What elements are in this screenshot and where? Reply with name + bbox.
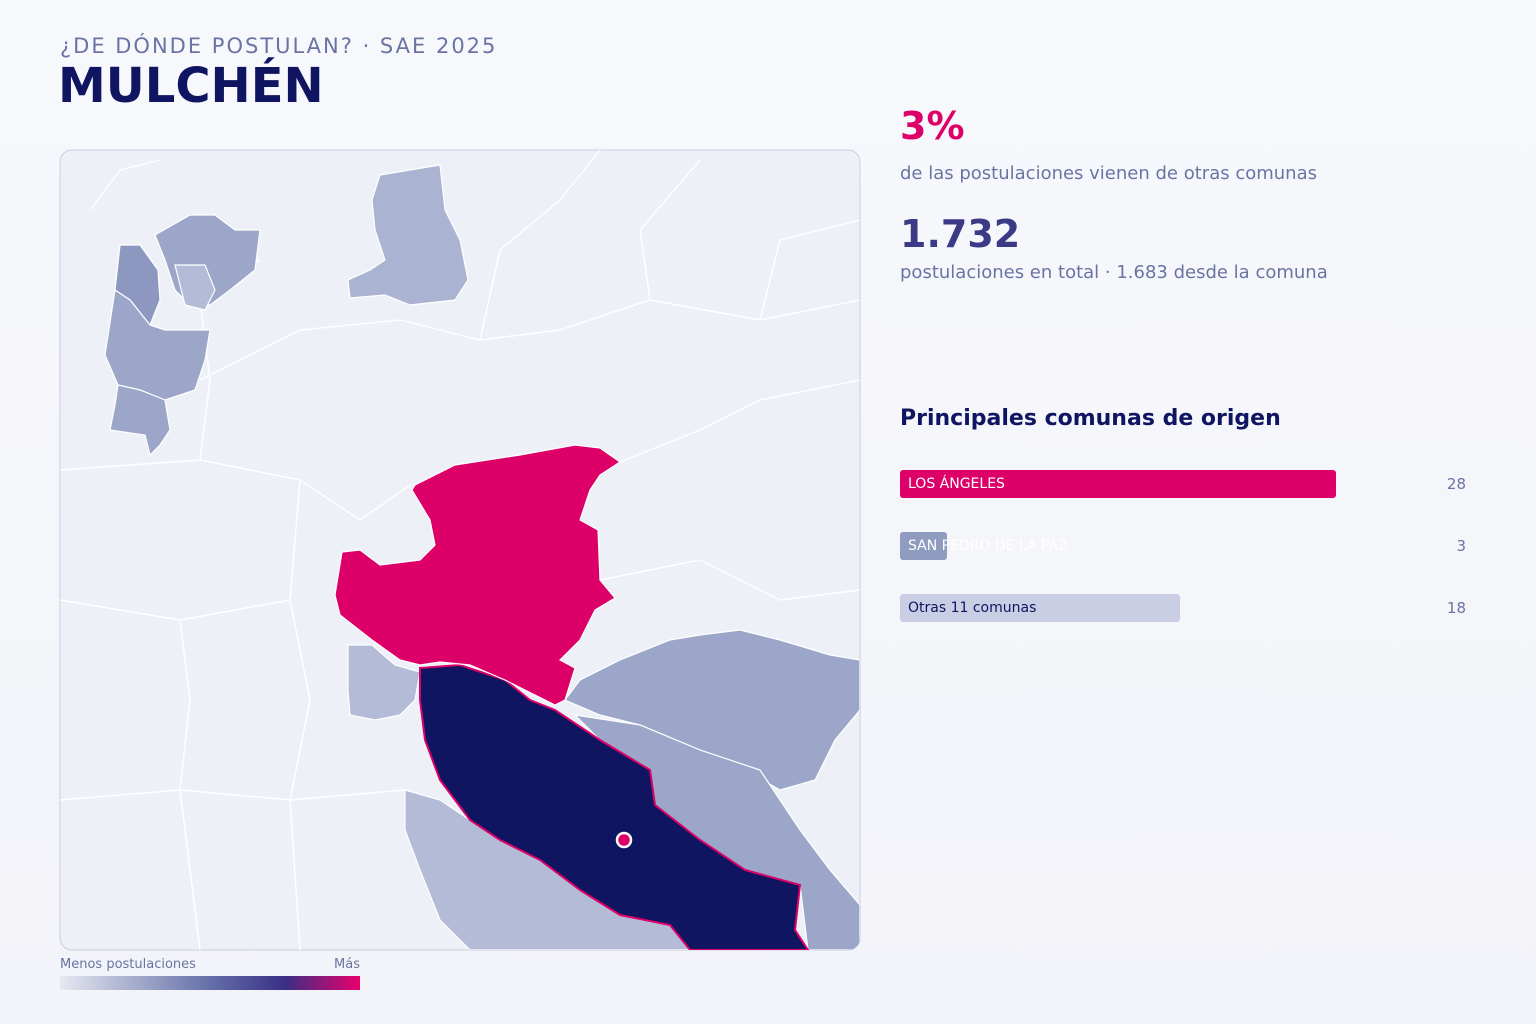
bar-value: 28 bbox=[1446, 475, 1466, 493]
bar-value: 3 bbox=[1456, 537, 1466, 555]
boundaries bbox=[60, 150, 860, 950]
bar-label: LOS ÁNGELES bbox=[908, 476, 1005, 492]
bar bbox=[900, 470, 1336, 498]
title: MULCHÉN bbox=[58, 58, 324, 114]
stat-value: 1.732 bbox=[900, 212, 1021, 256]
stat-value: 3% bbox=[900, 104, 965, 148]
legend-gradient bbox=[60, 976, 360, 990]
bar-label: Otras 11 comunas bbox=[908, 600, 1037, 616]
map: Menos postulaciones Más bbox=[59, 149, 861, 990]
map-regions bbox=[60, 150, 860, 950]
bar-label: SAN PEDRO DE LA PAZ bbox=[908, 538, 1068, 554]
bar-value: 18 bbox=[1446, 599, 1466, 617]
kicker: ¿DE DÓNDE POSTULAN? · SAE 2025 bbox=[60, 34, 498, 58]
bar bbox=[900, 532, 947, 560]
location-marker bbox=[615, 831, 633, 849]
stat-text: de las postulaciones vienen de otras com… bbox=[900, 163, 1317, 184]
legend-high: Más bbox=[334, 957, 360, 972]
section-title: Principales comunas de origen bbox=[900, 406, 1281, 431]
stat-text: postulaciones en total · 1.683 desde la … bbox=[900, 262, 1328, 283]
legend-low: Menos postulaciones bbox=[60, 957, 196, 972]
bar bbox=[900, 594, 1181, 622]
